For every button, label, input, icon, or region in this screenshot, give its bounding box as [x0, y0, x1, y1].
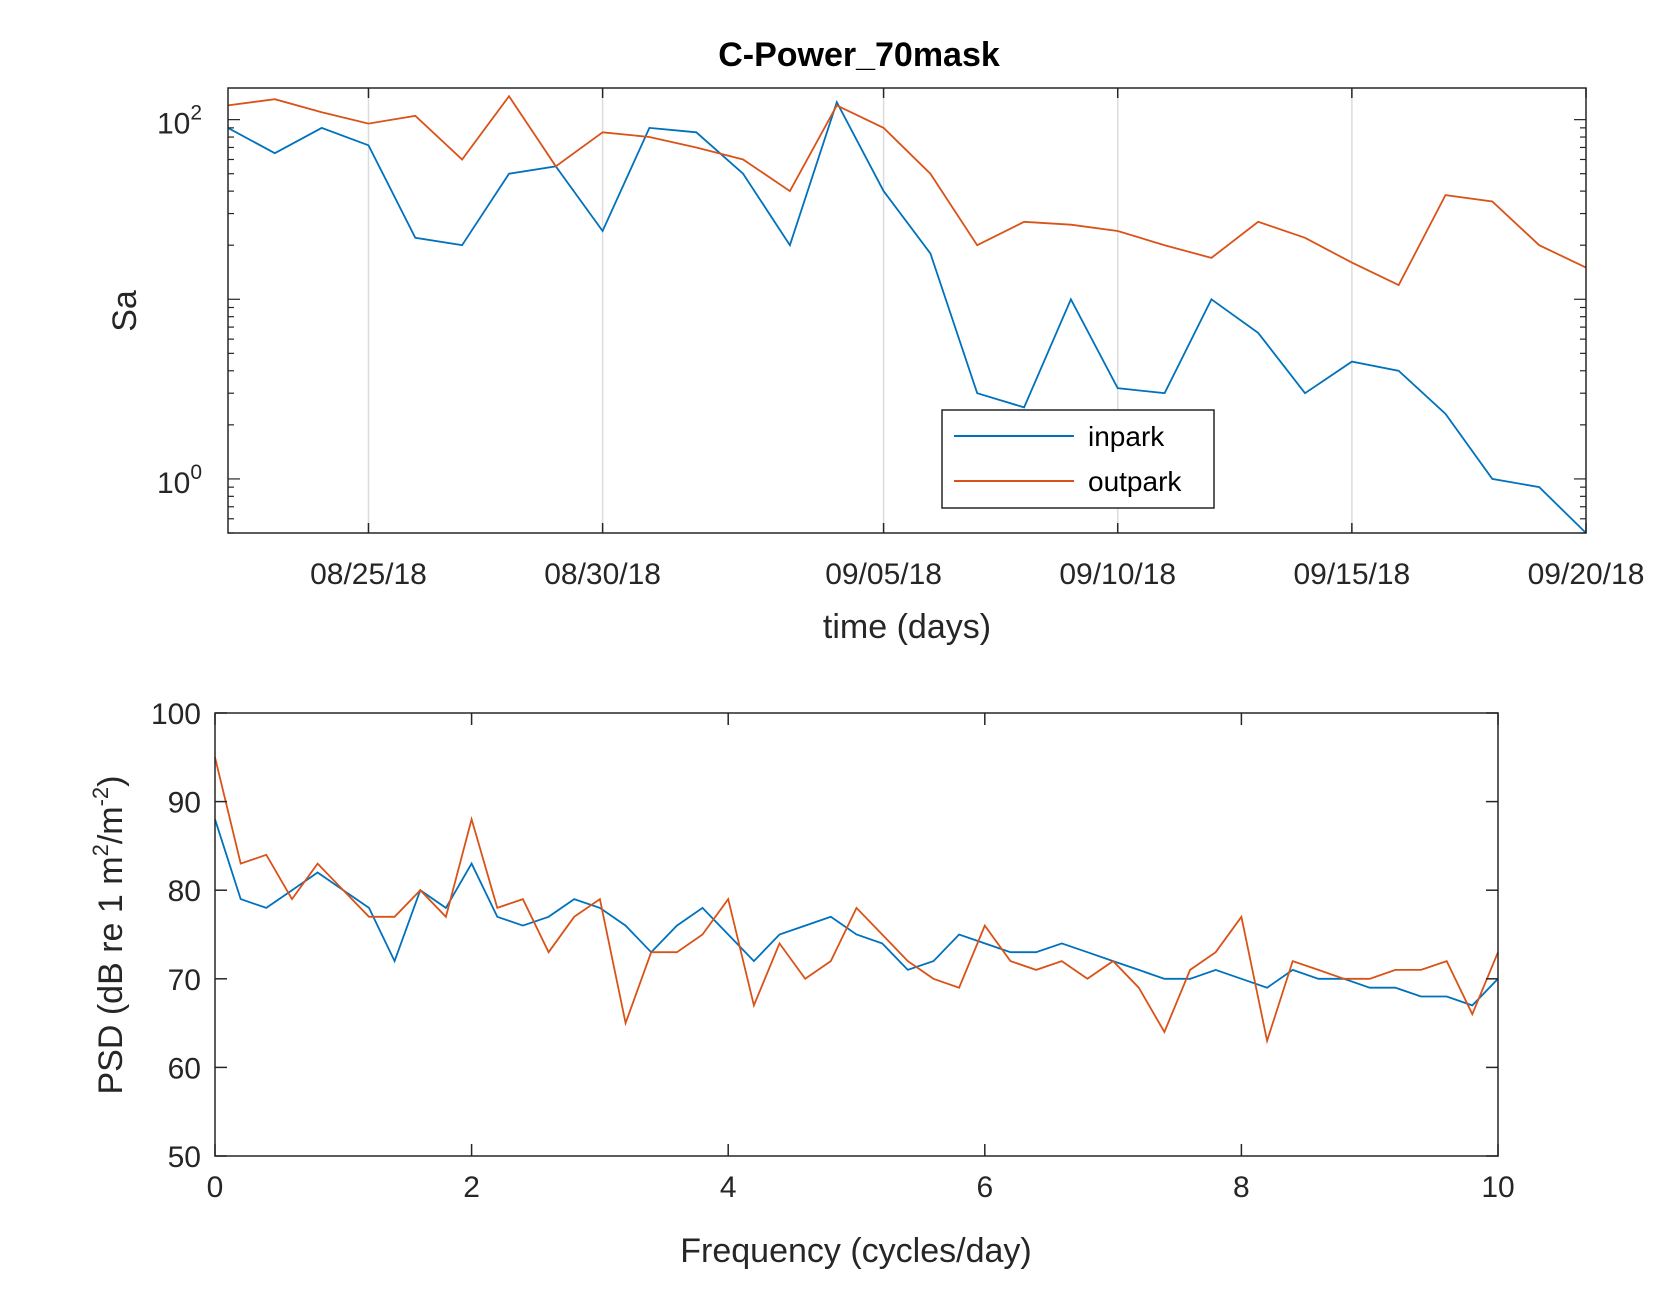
- bottom-x-tick-labels: 0 2 4 6 8 10: [207, 1171, 1515, 1204]
- bottom-ticks: [214, 712, 1499, 1157]
- bottom-y-tick-label: 90: [168, 787, 201, 820]
- bottom-y-tick-label: 70: [168, 964, 201, 997]
- top-x-tick-label: 09/20/18: [1528, 558, 1645, 591]
- top-y-tick-label: 100: [157, 461, 202, 500]
- bottom-chart: 0 2 4 6 8 10 50 60 70 80 90 100 Frequency (cycles/…: [88, 698, 1515, 1270]
- legend: inpark outpark: [941, 409, 1215, 509]
- series-line-inpark: [214, 819, 1499, 1007]
- series-line-outpark: [227, 94, 1587, 287]
- bottom-series: [214, 757, 1499, 1045]
- bottom-y-axis-label: PSD (dB re 1 m2/m-2): [88, 776, 130, 1095]
- legend-box: [941, 409, 1215, 509]
- top-x-tick-label: 09/05/18: [825, 558, 942, 591]
- bottom-x-tick-label: 6: [976, 1171, 993, 1204]
- top-chart-title: C-Power_70mask: [718, 36, 1000, 74]
- legend-label-inpark: inpark: [1088, 421, 1165, 452]
- bottom-x-tick-label: 4: [720, 1171, 737, 1204]
- bottom-y-tick-label: 60: [168, 1052, 201, 1085]
- top-series: [227, 94, 1587, 534]
- legend-label-outpark: outpark: [1088, 466, 1182, 497]
- top-x-tick-label: 09/10/18: [1059, 558, 1176, 591]
- top-chart: C-Power_70mask 08/25/18 08/30/18 09/05/18 0…: [106, 36, 1644, 646]
- bottom-y-tick-label: 100: [151, 698, 201, 731]
- bottom-y-tick-labels: 50 60 70 80 90 100: [151, 698, 201, 1174]
- top-x-tick-label: 08/25/18: [310, 558, 427, 591]
- bottom-y-tick-label: 80: [168, 875, 201, 908]
- top-y-tick-labels: 100 102: [157, 102, 202, 500]
- bottom-x-tick-label: 0: [207, 1171, 224, 1204]
- top-x-tick-label: 08/30/18: [544, 558, 661, 591]
- top-ticks: [228, 88, 1587, 534]
- series-line-inpark: [227, 99, 1587, 534]
- bottom-x-tick-label: 10: [1481, 1171, 1514, 1204]
- top-y-tick-label: 102: [157, 102, 202, 141]
- bottom-x-tick-label: 8: [1233, 1171, 1250, 1204]
- bottom-axes-box: [214, 712, 1499, 1157]
- bottom-x-axis-label: Frequency (cycles/day): [680, 1232, 1031, 1270]
- top-x-axis-label: time (days): [823, 608, 991, 646]
- top-x-tick-label: 09/15/18: [1293, 558, 1410, 591]
- top-y-axis-label: Sa: [106, 290, 144, 332]
- top-axes-box: [227, 87, 1587, 534]
- bottom-x-tick-label: 2: [463, 1171, 480, 1204]
- top-x-tick-labels: 08/25/18 08/30/18 09/05/18 09/10/18 09/15/18…: [310, 558, 1644, 591]
- series-line-outpark: [214, 757, 1499, 1045]
- bottom-y-tick-label: 50: [168, 1141, 201, 1174]
